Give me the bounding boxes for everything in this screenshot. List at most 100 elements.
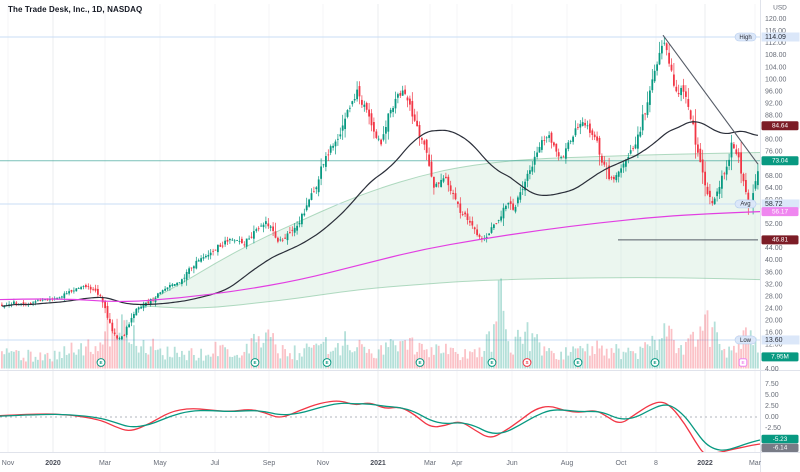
volume-bar — [22, 357, 25, 369]
candle-body — [176, 282, 178, 286]
volume-bar — [725, 357, 728, 369]
volume-bar — [339, 355, 342, 369]
volume-bar — [389, 339, 392, 369]
candle-body — [320, 166, 322, 179]
volume-bar — [598, 348, 601, 369]
candle-body — [752, 193, 754, 204]
ma-line-dark[interactable] — [1, 121, 759, 307]
candle-body — [488, 233, 490, 236]
support-line-badge — [761, 235, 799, 245]
year-label: 2021 — [370, 460, 386, 467]
volume-bar — [466, 358, 469, 369]
volume-bar — [130, 344, 133, 369]
ma-line-magenta[interactable] — [0, 211, 761, 303]
volume-bar — [442, 352, 445, 369]
volume-bar — [745, 327, 747, 369]
candle-body — [596, 136, 598, 141]
candle-body — [171, 284, 174, 286]
candle-body — [709, 190, 711, 198]
candle-body — [75, 288, 78, 292]
volume-bar — [173, 346, 176, 369]
upcoming-earnings-icon[interactable] — [738, 358, 748, 367]
volume-bar — [500, 278, 502, 369]
candle-body — [553, 142, 555, 146]
volume-bar — [209, 356, 212, 369]
candle-body — [157, 293, 159, 298]
volume-bar — [65, 354, 68, 369]
candle-body — [701, 159, 704, 173]
volume-bar — [87, 339, 90, 369]
time-axis[interactable]: Nov 2020 Mar May Jul Sep Nov 2021 Mar Apr Jun Aug Oc… — [2, 460, 762, 467]
volume-bar — [538, 342, 541, 369]
earnings-marker-icon[interactable] — [573, 358, 583, 367]
candle-body — [373, 122, 375, 132]
candle-body — [404, 89, 406, 94]
volume-bar — [682, 354, 685, 369]
volume-bar — [32, 361, 34, 369]
volume-bar — [140, 346, 142, 369]
volume-bar — [716, 332, 718, 369]
candle-body — [286, 233, 289, 241]
month-label: Jul — [211, 460, 220, 467]
volume-bar — [721, 350, 723, 369]
candle-body — [742, 173, 745, 182]
volume-bar — [673, 340, 675, 369]
macd-signal-line[interactable] — [0, 402, 760, 451]
earnings-marker-icon[interactable] — [415, 358, 425, 367]
volume-bar — [677, 348, 680, 369]
volume-bar — [334, 347, 337, 369]
volume-bar — [665, 336, 668, 369]
volume-bar — [80, 343, 82, 369]
candle-body — [123, 335, 126, 337]
moving-average-lines[interactable] — [0, 121, 761, 307]
earnings-marker-icon[interactable] — [250, 358, 260, 367]
candle-body — [356, 89, 358, 100]
earnings-marker-icon[interactable] — [650, 358, 660, 367]
earnings-marker-icon[interactable] — [487, 358, 497, 367]
earnings-marker-icon[interactable] — [322, 358, 332, 367]
volume-bar — [20, 360, 22, 369]
vwap-band-overlay[interactable] — [139, 151, 761, 309]
earnings-marker-icon[interactable] — [96, 358, 106, 367]
trend-drawings[interactable] — [618, 34, 759, 241]
price-tick-label: 92.00 — [765, 100, 783, 107]
macd-pane[interactable] — [0, 400, 760, 454]
candle-body — [202, 257, 205, 259]
candle-body — [310, 193, 313, 200]
candle-body — [313, 191, 315, 193]
macd-tick-label: 5.00 — [765, 392, 779, 399]
volume-bar — [171, 357, 174, 369]
candle-body — [716, 191, 718, 197]
volume-series[interactable] — [1, 278, 759, 369]
marker-letter: E — [253, 360, 256, 365]
downtrend-line[interactable] — [662, 34, 759, 165]
candle-body — [317, 179, 320, 193]
macd-line[interactable] — [0, 400, 760, 454]
marker-letter: E — [325, 360, 328, 365]
candle-body — [34, 301, 37, 303]
split-marker-icon[interactable] — [522, 358, 532, 367]
price-axis[interactable]: USD 4.00 12.00 16.00 20.00 24.00 28.00 32.00 36.… — [734, 5, 800, 454]
candle-body — [632, 148, 634, 149]
high-tag-pill — [734, 32, 757, 42]
candle-body — [687, 99, 690, 107]
volume-bar — [296, 360, 298, 369]
volume-bar — [269, 337, 272, 369]
symbol-title[interactable]: The Trade Desk, Inc., 1D, NASDAQ — [8, 5, 143, 14]
price-tick-label: 52.00 — [765, 221, 783, 228]
volume-bar — [452, 348, 454, 369]
volume-bar — [560, 351, 562, 369]
candle-body — [303, 213, 306, 216]
candle-body — [361, 99, 363, 105]
volume-bar — [478, 347, 481, 369]
candle-body — [188, 268, 190, 274]
volume-bar — [620, 359, 622, 369]
candle-body — [277, 237, 279, 242]
volume-bar — [178, 356, 181, 369]
candle-body — [209, 252, 212, 256]
volume-bar — [581, 348, 584, 369]
candle-body — [521, 189, 524, 191]
